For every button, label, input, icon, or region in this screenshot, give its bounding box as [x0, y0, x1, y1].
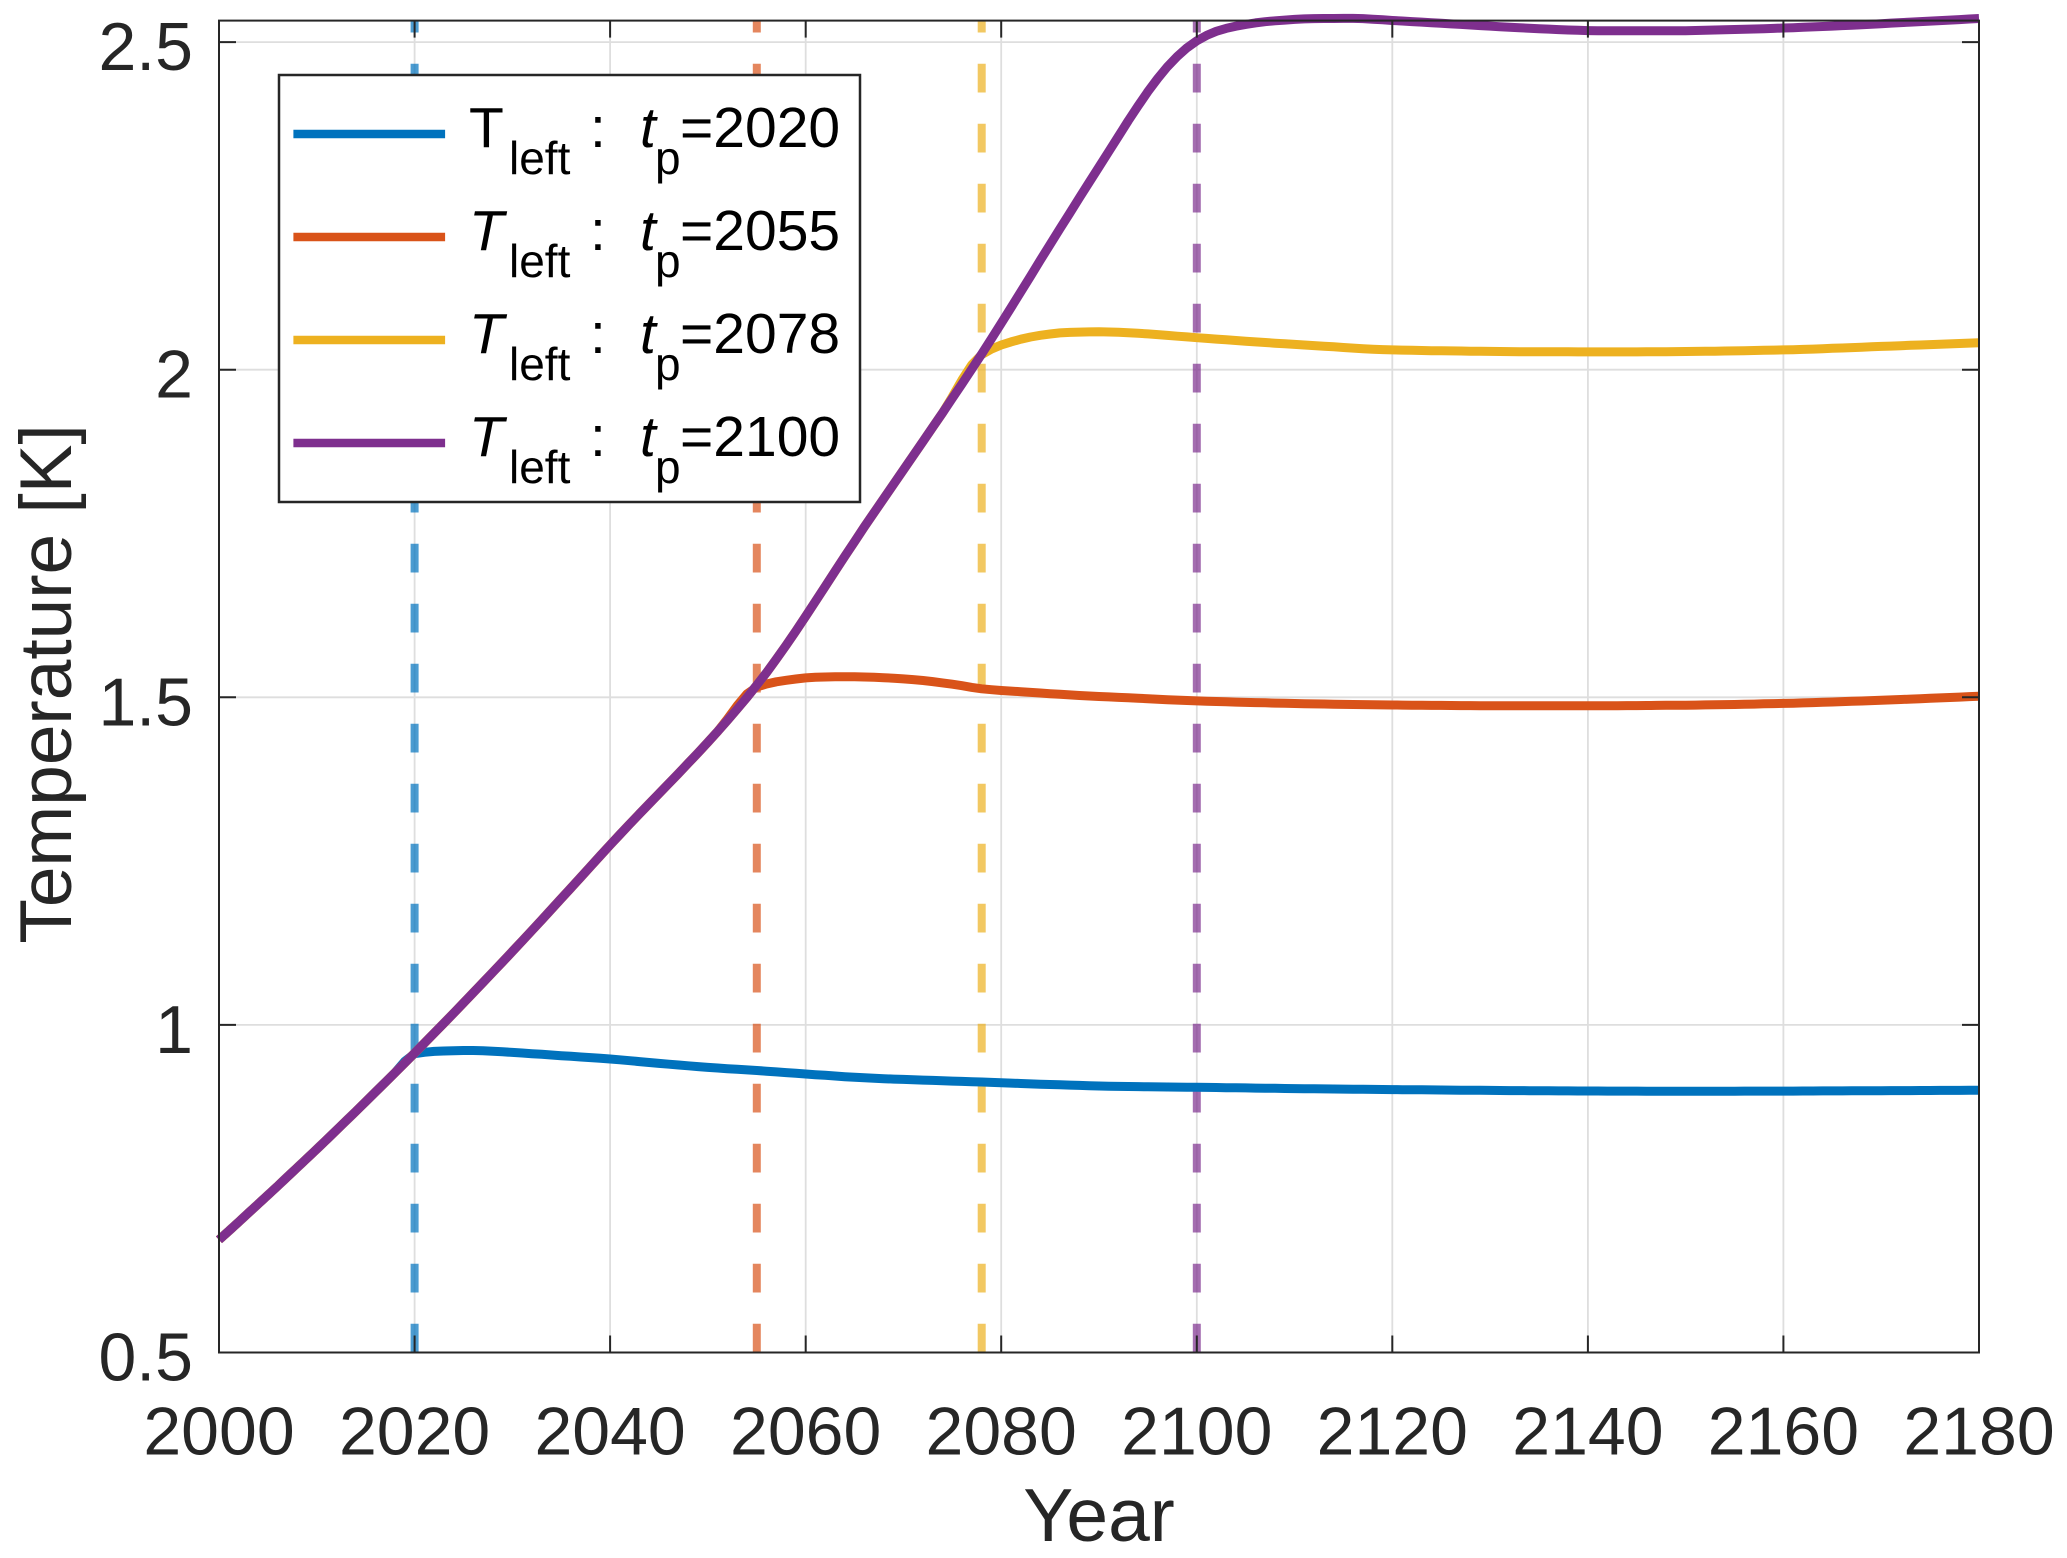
- svg-text:1.5: 1.5: [98, 664, 193, 740]
- svg-text:2: 2: [155, 337, 193, 413]
- svg-text:2140: 2140: [1512, 1394, 1663, 1470]
- svg-text:Year: Year: [1023, 1473, 1175, 1557]
- svg-text:Temperature [K]: Temperature [K]: [6, 424, 87, 943]
- svg-text:1: 1: [155, 992, 193, 1068]
- svg-text:2100: 2100: [1121, 1394, 1272, 1470]
- svg-text:2040: 2040: [534, 1394, 685, 1470]
- svg-text:2020: 2020: [339, 1394, 490, 1470]
- svg-text:2.5: 2.5: [98, 9, 193, 85]
- svg-text:2000: 2000: [143, 1394, 294, 1470]
- svg-text:2120: 2120: [1317, 1394, 1468, 1470]
- svg-text:2080: 2080: [926, 1394, 1077, 1470]
- svg-text:2060: 2060: [730, 1394, 881, 1470]
- svg-text:2160: 2160: [1708, 1394, 1859, 1470]
- svg-text:2180: 2180: [1903, 1394, 2054, 1470]
- svg-text:0.5: 0.5: [98, 1320, 193, 1396]
